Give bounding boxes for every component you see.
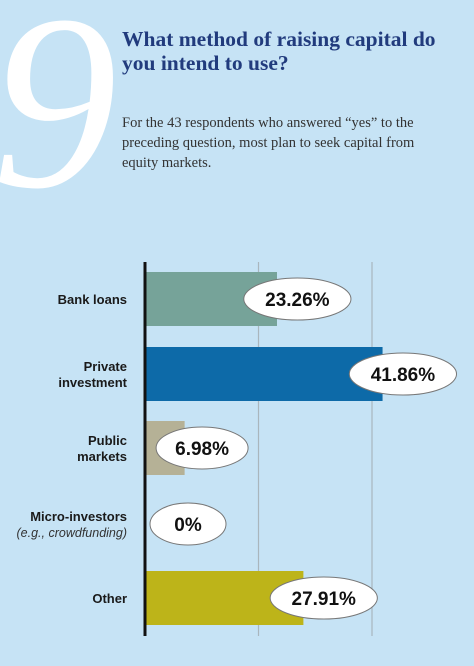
- question-number: 9: [0, 0, 117, 241]
- value-label: 0%: [174, 515, 202, 536]
- chart-title: What method of raising capital do you in…: [122, 27, 436, 75]
- category-label: Public: [88, 433, 127, 448]
- value-bubble: [149, 502, 227, 546]
- category-label: Other: [92, 591, 127, 606]
- category-note: (e.g., crowdfunding): [17, 526, 127, 540]
- value-bubble: [348, 352, 458, 396]
- value-bubble: [243, 277, 352, 321]
- category-label: markets: [77, 449, 127, 464]
- value-label: 23.26%: [265, 290, 330, 311]
- value-bubble: [269, 576, 378, 620]
- category-label: investment: [58, 375, 127, 390]
- category-label: Bank loans: [58, 292, 127, 307]
- bar-private-investment: [145, 347, 383, 401]
- value-label: 41.86%: [371, 365, 436, 386]
- value-bubble: [155, 426, 249, 470]
- category-label: Private: [84, 359, 127, 374]
- value-label: 6.98%: [175, 439, 229, 460]
- chart-subtitle: For the 43 respondents who answered “yes…: [122, 115, 415, 171]
- category-label: Micro-investors: [30, 509, 127, 524]
- value-label: 27.91%: [292, 589, 357, 610]
